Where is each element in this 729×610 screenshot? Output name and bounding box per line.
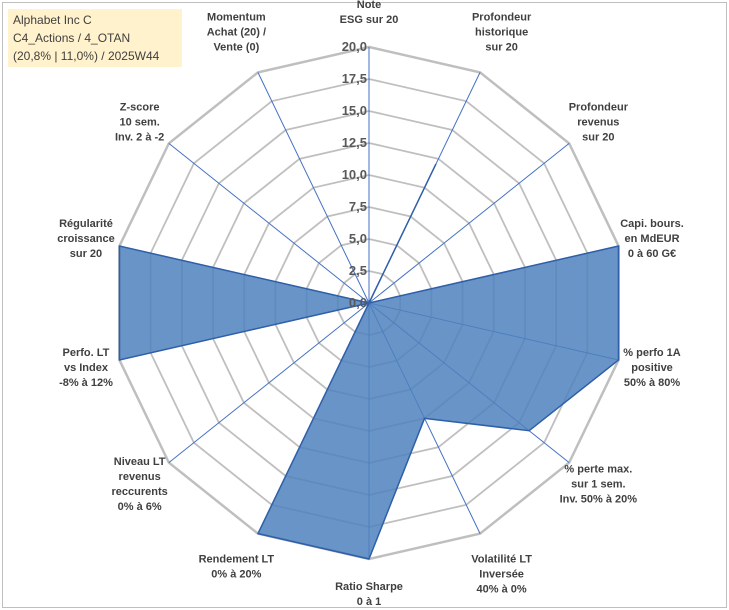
axis-label: % perte max. sur 1 sem. Inv. 50% à 20% — [560, 463, 638, 505]
axis-label-line: Momentum — [207, 12, 266, 24]
axis-label: Profondeur revenus sur 20 — [569, 102, 629, 144]
tick-label: 7,5 — [349, 199, 367, 214]
axis-label: Momentum Achat (20) / Vente (0) — [207, 12, 266, 54]
tick-label: 5,0 — [349, 231, 367, 246]
title-line-1: Alphabet Inc C — [13, 13, 92, 27]
axis-label-line: % perfo 1A — [623, 347, 681, 359]
axis-spoke — [168, 142, 370, 304]
radar-axis-labels: Note ESG sur 20 Profondeur historique sur 20… — [57, 0, 684, 608]
axis-label-line: Rendement LT — [199, 553, 275, 565]
data-point — [368, 558, 370, 560]
tick-label: 20,0 — [342, 39, 367, 54]
axis-label: Ratio Sharpe 0 à 1 — [335, 581, 403, 608]
axis-label-line: sur 20 — [582, 132, 614, 144]
axis-label-line: 0% à 20% — [211, 568, 261, 580]
axis-label-line: historique — [475, 27, 528, 39]
axis-label-line: revenus — [577, 117, 619, 129]
data-point — [424, 417, 426, 419]
tick-label: 17,5 — [342, 71, 367, 86]
axis-label: Note ESG sur 20 — [340, 0, 399, 26]
axis-label-line: reccurents — [112, 486, 168, 498]
axis-label-line: Profondeur — [569, 102, 629, 114]
data-point — [618, 245, 620, 247]
data-point — [528, 430, 530, 432]
axis-label-line: sur 20 — [485, 42, 517, 54]
axis-label-line: Inv. 2 à -2 — [115, 132, 164, 144]
radar-tick-labels: 0,0 2,5 5,0 7,5 10,0 12,5 15,0 17,5 20,0 — [342, 39, 367, 310]
axis-label: Régularité croissance sur 20 — [57, 218, 114, 260]
axis-label-line: % perte max. — [564, 463, 632, 475]
data-point — [257, 533, 259, 535]
axis-label-line: 0% à 6% — [118, 501, 162, 513]
axis-label: Perfo. LT vs Index -8% à 12% — [59, 347, 113, 389]
axis-label: % perfo 1A positive 50% à 80% — [623, 347, 681, 389]
axis-label-line: Régularité — [59, 218, 113, 230]
axis-label: Z-score 10 sem. Inv. 2 à -2 — [115, 102, 164, 144]
chart-title-box: Alphabet Inc C C4_Actions / 4_OTAN (20,8… — [8, 9, 182, 67]
axis-label-line: Perfo. LT — [63, 347, 110, 359]
axis-label-line: Capi. bours. — [620, 218, 684, 230]
tick-label: 10,0 — [342, 167, 367, 182]
axis-label-line: ESG sur 20 — [340, 14, 399, 26]
axis-label-line: 0 à 60 G€ — [628, 248, 676, 260]
axis-label-line: Ratio Sharpe — [335, 581, 403, 593]
axis-label: Volatilité LT Inversée 40% à 0% — [471, 553, 532, 595]
axis-label-line: 0 à 1 — [357, 596, 381, 608]
data-point — [368, 302, 370, 304]
axis-label-line: Note — [357, 0, 381, 11]
axis-label-line: Achat (20) / — [207, 27, 266, 39]
axis-label: Niveau LT revenus reccurents 0% à 6% — [112, 456, 168, 513]
axis-label-line: croissance — [57, 233, 114, 245]
tick-label: 12,5 — [342, 135, 367, 150]
axis-label-line: Inv. 50% à 20% — [560, 493, 638, 505]
axis-label-line: Z-score — [120, 102, 160, 114]
title-line-2: C4_Actions / 4_OTAN — [13, 31, 131, 45]
axis-label-line: 10 sem. — [119, 117, 159, 129]
data-point — [118, 245, 120, 247]
axis-label-line: Inversée — [479, 568, 524, 580]
axis-label-line: sur 20 — [70, 248, 102, 260]
radar-series — [118, 163, 620, 560]
axis-label-line: Volatilité LT — [471, 553, 532, 565]
axis-label-line: Profondeur — [472, 12, 532, 24]
data-point — [618, 359, 620, 361]
axis-spoke — [168, 302, 370, 464]
tick-label: 2,5 — [349, 263, 367, 278]
axis-label-line: en MdEUR — [625, 233, 680, 245]
tick-label: 0,0 — [349, 295, 367, 310]
axis-label: Capi. bours. en MdEUR 0 à 60 G€ — [620, 218, 684, 260]
axis-label-line: positive — [631, 362, 673, 374]
axis-label-line: vs Index — [64, 362, 109, 374]
axis-spoke — [368, 142, 570, 304]
data-point — [435, 164, 437, 166]
axis-label-line: 50% à 80% — [624, 377, 680, 389]
axis-label-line: revenus — [119, 471, 161, 483]
axis-label-line: Vente (0) — [213, 42, 259, 54]
axis-label-line: Niveau LT — [114, 456, 166, 468]
data-point — [118, 359, 120, 361]
axis-label-line: 40% à 0% — [477, 583, 527, 595]
axis-label: Profondeur historique sur 20 — [472, 12, 532, 54]
title-line-3: (20,8% | 11,0%) / 2025W44 — [13, 49, 160, 63]
axis-spoke — [257, 72, 370, 304]
axis-label: Rendement LT 0% à 20% — [199, 553, 275, 580]
axis-label-line: sur 1 sem. — [571, 478, 625, 490]
axis-label-line: -8% à 12% — [59, 377, 113, 389]
tick-label: 15,0 — [342, 103, 367, 118]
